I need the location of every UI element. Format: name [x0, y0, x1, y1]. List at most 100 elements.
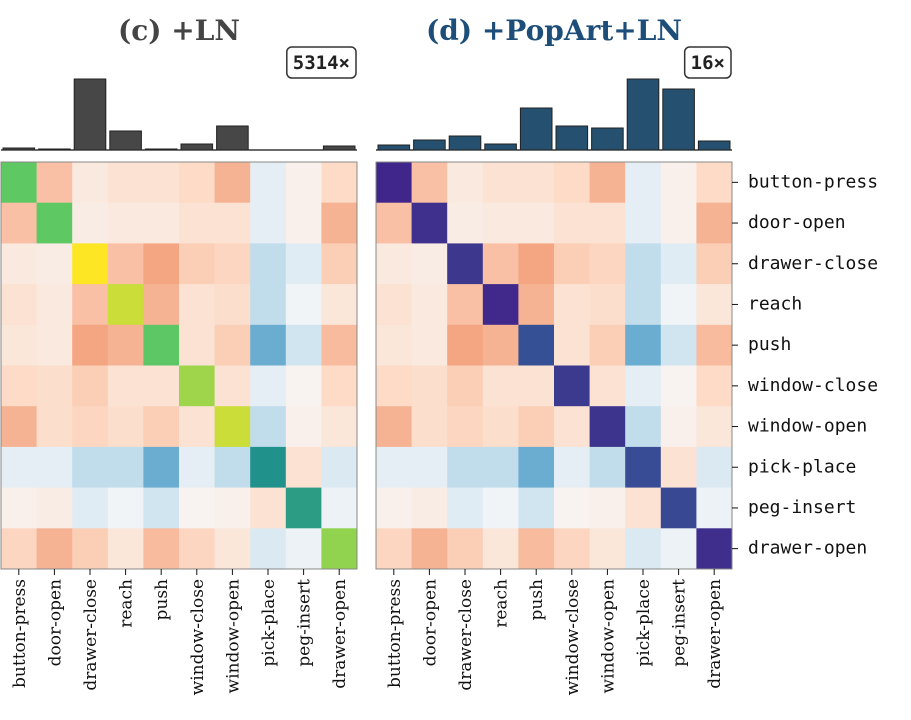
heatmap-cell: [660, 324, 697, 366]
heatmap-cell: [376, 406, 413, 448]
x-tick-label: push: [152, 579, 172, 621]
heatmap-cell: [250, 406, 287, 448]
bar: [662, 88, 695, 151]
heatmap-cell: [376, 324, 413, 366]
annotation-box: [683, 46, 732, 79]
heatmap-cell: [250, 162, 287, 204]
heatmap-cell: [36, 487, 73, 529]
heatmap-cell: [696, 406, 733, 448]
heatmap-cell: [660, 243, 697, 285]
bar: [109, 130, 142, 151]
bar: [216, 125, 249, 151]
heatmap-cell: [411, 406, 448, 448]
heatmap-cell: [72, 487, 109, 529]
x-tick-label: door-open: [45, 579, 65, 666]
x-tick-label: drawer-open: [330, 579, 350, 689]
heatmap-cell: [36, 162, 73, 204]
heatmap-cell: [143, 406, 180, 448]
heatmap-cell: [179, 528, 216, 570]
heatmap-cell: [72, 406, 109, 448]
heatmap-cell: [143, 446, 180, 489]
heatmap-cell: [250, 202, 287, 244]
heatmap-cell: [660, 162, 697, 204]
heatmap-cell: [554, 324, 591, 366]
heatmap-cell: [214, 365, 251, 407]
bar: [144, 148, 178, 151]
heatmap-cell: [625, 446, 662, 489]
heatmap-cell: [321, 202, 358, 244]
heatmap-cell: [179, 406, 216, 448]
bar: [626, 78, 660, 151]
heatmap-cell: [107, 202, 144, 244]
heatmap-cell: [411, 202, 448, 244]
y-tick-label: button-press: [748, 171, 878, 192]
heatmap-cell: [518, 243, 555, 285]
heatmap-cell: [321, 528, 358, 570]
x-tick-label: peg-insert: [295, 579, 315, 667]
x-tick-label: push: [527, 579, 547, 621]
heatmap-cell: [321, 284, 358, 326]
heatmap-cell: [107, 487, 144, 529]
heatmap-cell: [411, 243, 448, 285]
heatmap-cell: [660, 446, 697, 489]
bar: [555, 125, 589, 151]
heatmap-cell: [143, 202, 180, 244]
heatmap-cell: [1, 243, 38, 285]
heatmap-cell: [411, 487, 448, 529]
heatmap-cell: [411, 528, 448, 570]
heatmap-cell: [72, 243, 109, 285]
heatmap-cell: [250, 487, 287, 529]
heatmap-cell: [447, 528, 484, 570]
heatmap-cell: [1, 528, 38, 570]
bar: [38, 148, 71, 151]
x-tick-label: button-press: [385, 579, 405, 688]
heatmap-cell: [447, 365, 484, 407]
heatmap-cell: [518, 162, 555, 204]
x-tick-label: pick-place: [634, 579, 654, 667]
y-tick-label: window-close: [748, 375, 878, 396]
heatmap-cell: [214, 406, 251, 448]
bar: [413, 139, 446, 151]
heatmap-cell: [179, 162, 216, 204]
heatmap-cell: [589, 406, 626, 448]
y-tick-label: drawer-open: [748, 538, 867, 559]
heatmap-cell: [285, 365, 322, 407]
heatmap-cell: [554, 406, 591, 448]
heatmap-cell: [447, 487, 484, 529]
heatmap-cell: [143, 243, 180, 285]
heatmap-frame: [375, 161, 733, 570]
heatmap-cell: [214, 446, 251, 489]
heatmap-cell: [589, 284, 626, 326]
heatmap-cell: [250, 528, 287, 570]
heatmap-cell: [554, 528, 591, 570]
heatmap-cell: [589, 487, 626, 529]
heatmap-cell: [179, 446, 216, 489]
heatmap-cell: [696, 202, 733, 244]
y-tick-label: window-open: [748, 416, 867, 437]
heatmap-cell: [36, 324, 73, 366]
heatmap-cell: [554, 202, 591, 244]
heatmap-cell: [1, 487, 38, 529]
heatmap-cell: [179, 202, 216, 244]
heatmap-cell: [447, 243, 484, 285]
x-tick-label: window-close: [188, 579, 208, 695]
heatmap-cell: [179, 487, 216, 529]
heatmap-cell: [482, 243, 519, 285]
heatmap-cell: [554, 487, 591, 529]
x-tick-label: drawer-close: [456, 579, 476, 691]
heatmap-cell: [696, 365, 733, 407]
heatmap-cell: [143, 162, 180, 204]
heatmap-cell: [696, 528, 733, 570]
heatmap-cell: [285, 324, 322, 366]
heatmap-cell: [411, 162, 448, 204]
heatmap-cell: [321, 324, 358, 366]
heatmap-cell: [36, 202, 73, 244]
heatmap-cell: [72, 365, 109, 407]
x-tick-label: button-press: [10, 579, 30, 688]
heatmap-cell: [143, 324, 180, 366]
bar: [697, 140, 731, 151]
x-tick-label: peg-insert: [670, 579, 690, 667]
heatmap-cell: [660, 284, 697, 326]
heatmap-cell: [107, 243, 144, 285]
heatmap-cell: [107, 406, 144, 448]
